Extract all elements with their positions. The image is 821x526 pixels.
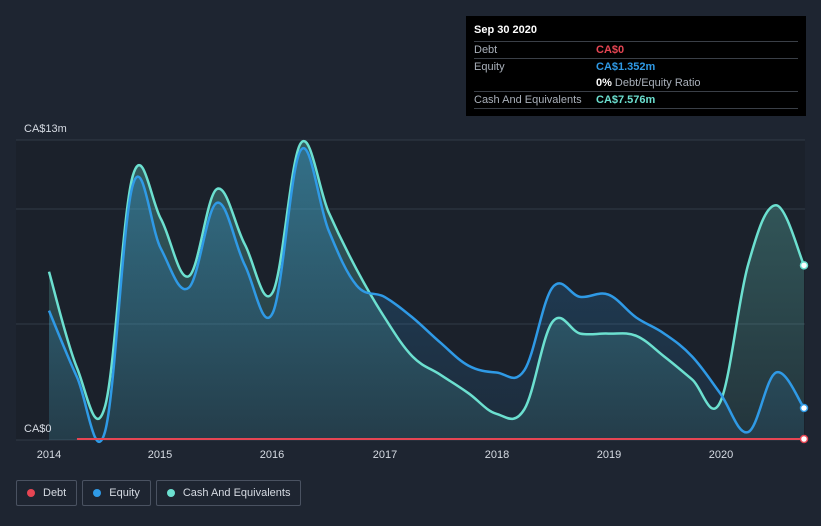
- tooltip-row-debt: Debt CA$0: [474, 41, 798, 58]
- tooltip-debt-label: Debt: [474, 44, 498, 56]
- equity-line: [47, 146, 806, 443]
- x-tick-label: 2014: [37, 449, 61, 461]
- equity-dot-icon: [93, 489, 102, 497]
- legend-item-debt[interactable]: Debt: [16, 480, 78, 506]
- x-axis-ticks: 2014 2015 2016 2017 2018 2019 2020: [37, 449, 733, 461]
- x-tick-label: 2016: [260, 449, 284, 461]
- x-tick-label: 2018: [485, 449, 509, 461]
- series-areas: [49, 141, 804, 442]
- tooltip-date: Sep 30 2020: [474, 24, 537, 36]
- cash-end-marker: [799, 261, 809, 270]
- equity-end-marker: [799, 403, 809, 413]
- debt-end-marker: [799, 434, 809, 444]
- debt-dot-icon: [27, 489, 35, 497]
- data-tooltip: Sep 30 2020 Debt CA$0 Equity CA$1.352m 0…: [466, 16, 806, 116]
- y-axis-bottom-label: CA$0: [24, 423, 52, 435]
- series-end-markers: [799, 261, 809, 444]
- legend-equity-label: Equity: [109, 487, 140, 499]
- y-axis-top-label: CA$13m: [24, 123, 67, 135]
- cash-line: [47, 139, 806, 421]
- tooltip-equity-label: Equity: [474, 61, 505, 73]
- x-tick-label: 2020: [709, 449, 733, 461]
- tooltip-equity-value: CA$1.352m: [596, 61, 656, 73]
- tooltip-row-ratio: 0% Debt/Equity Ratio: [474, 75, 798, 91]
- tooltip-cash-value: CA$7.576m: [596, 94, 656, 106]
- legend-debt-label: Debt: [43, 487, 67, 499]
- legend-item-cash[interactable]: Cash And Equivalents: [155, 480, 302, 506]
- x-tick-label: 2017: [373, 449, 397, 461]
- tooltip-debt-value: CA$0: [596, 44, 625, 56]
- equity-area: [49, 148, 804, 442]
- legend-item-equity[interactable]: Equity: [82, 480, 151, 506]
- series-lines: [47, 139, 806, 443]
- legend-cash-label: Cash And Equivalents: [182, 487, 291, 499]
- chart-legend: Debt Equity Cash And Equivalents: [16, 480, 302, 506]
- x-tick-label: 2015: [148, 449, 172, 461]
- tooltip-row-cash: Cash And Equivalents CA$7.576m: [474, 91, 798, 109]
- cash-dot-icon: [166, 489, 175, 497]
- tooltip-cash-label: Cash And Equivalents: [474, 94, 582, 106]
- tooltip-row-equity: Equity CA$1.352m: [474, 58, 798, 75]
- tooltip-ratio-value: 0%: [596, 77, 612, 89]
- x-tick-label: 2019: [597, 449, 621, 461]
- tooltip-ratio-label: Debt/Equity Ratio: [614, 77, 701, 89]
